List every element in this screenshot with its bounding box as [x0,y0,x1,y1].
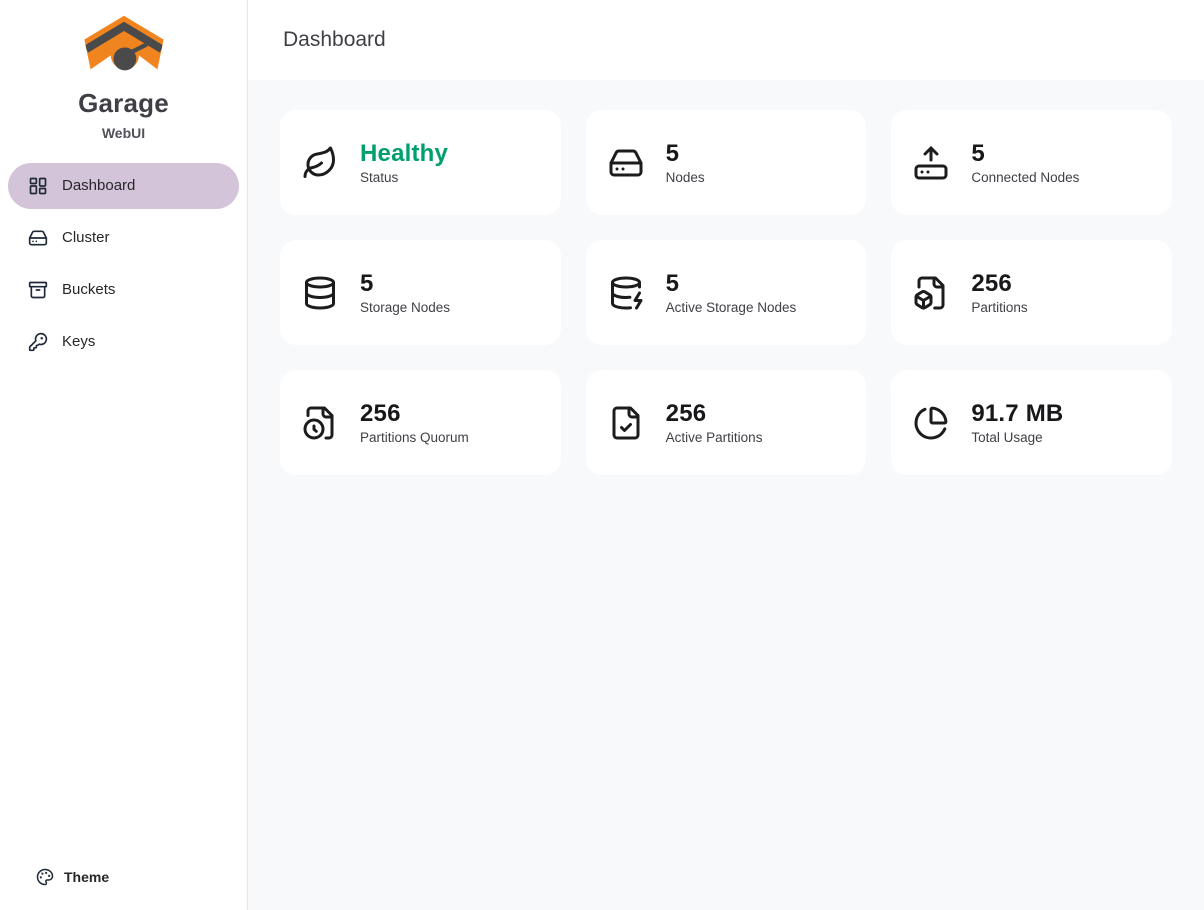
stat-label: Total Usage [971,430,1043,446]
stat-card-status: Healthy Status [280,110,561,215]
stat-label: Nodes [665,170,705,186]
stat-value: 91.7 MB [971,399,1064,427]
stat-label: Partitions [971,300,1028,316]
stat-card-connected-nodes: 5 Connected Nodes [891,110,1172,215]
hard-drive-icon [28,228,48,248]
hard-drive-icon [608,145,644,181]
stat-cards-grid: Healthy Status 5 Nodes [280,110,1172,475]
garage-logo-icon [80,14,168,78]
brand: Garage WebUI [8,14,239,141]
stat-label: Partitions Quorum [360,430,469,446]
archive-icon [28,280,48,300]
stat-value: 256 [971,269,1012,297]
stat-card-active-storage-nodes: 5 Active Storage Nodes [585,240,867,345]
dashboard-content: Healthy Status 5 Nodes [248,80,1204,910]
stat-value: 5 [665,269,680,297]
key-icon [28,332,48,352]
database-zap-icon [608,275,644,311]
sidebar-item-label: Cluster [62,229,110,247]
file-box-icon [913,275,949,311]
page-title: Dashboard [283,28,386,51]
stat-value: Healthy [360,139,449,167]
palette-icon [36,868,54,886]
sidebar-footer: Theme [8,860,239,894]
file-check-icon [608,405,644,441]
sidebar-item-label: Keys [62,333,96,351]
stat-card-partitions: 256 Partitions [891,240,1172,345]
stat-value: 5 [360,269,374,297]
theme-button-label: Theme [64,869,110,885]
app-title: Garage [78,87,169,118]
stat-card-active-partitions: 256 Active Partitions [585,370,867,475]
app-subtitle: WebUI [101,124,146,141]
sidebar-item-cluster[interactable]: Cluster [8,215,239,261]
theme-button[interactable]: Theme [8,860,239,894]
stat-label: Status [360,170,399,186]
sidebar: Garage WebUI Dashboard [0,0,248,910]
hard-drive-upload-icon [913,145,949,181]
stat-value: 256 [665,399,707,427]
layout-dashboard-icon [28,176,48,196]
leaf-icon [302,145,338,181]
database-icon [302,275,338,311]
topbar: Dashboard [248,0,1204,80]
chart-pie-icon [913,405,949,441]
sidebar-nav: Dashboard Cluster [8,162,239,365]
stat-value: 5 [665,139,680,167]
stat-label: Connected Nodes [971,170,1080,186]
file-clock-icon [302,405,338,441]
sidebar-item-label: Dashboard [62,177,136,195]
stat-label: Active Storage Nodes [665,300,797,316]
stat-card-nodes: 5 Nodes [585,110,867,215]
stat-card-total-usage: 91.7 MB Total Usage [891,370,1172,475]
stat-card-storage-nodes: 5 Storage Nodes [280,240,561,345]
stat-label: Active Partitions [665,430,763,446]
stat-value: 256 [360,399,401,427]
stat-label: Storage Nodes [360,300,451,316]
sidebar-item-label: Buckets [62,281,116,299]
stat-card-partitions-quorum: 256 Partitions Quorum [280,370,561,475]
sidebar-item-keys[interactable]: Keys [8,319,239,365]
sidebar-item-dashboard[interactable]: Dashboard [8,162,239,209]
main-area: Dashboard Healthy Status [248,0,1204,910]
sidebar-item-buckets[interactable]: Buckets [8,267,239,313]
stat-value: 5 [971,139,985,167]
